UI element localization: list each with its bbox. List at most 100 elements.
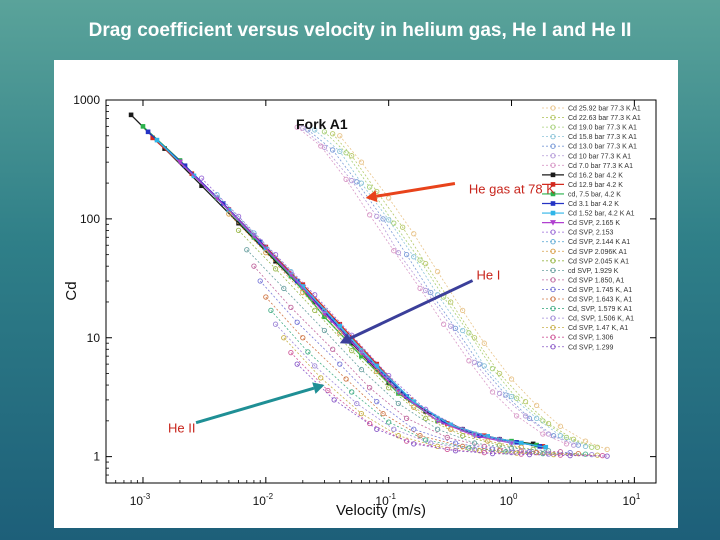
data-point [198,175,205,181]
data-point [489,450,496,457]
data-point [140,124,146,129]
series-line [246,249,549,452]
data-point [530,441,536,447]
data-point [273,258,278,264]
legend-label: Cd 13.0 bar 77.3 K A1 [568,144,637,151]
legend-item: Cd SVP, 1.745 K, A1 [542,286,632,294]
data-point [423,437,429,443]
axis-layer: 10-3 10-2 10-1 100 101 1 10 100 1000 [73,93,656,508]
legend-marker [550,324,556,331]
series-20 [263,294,582,457]
legend-label: Cd SVP, 2.144 K A1 [568,239,630,246]
data-point [594,452,601,458]
data-point [518,444,524,450]
series-13 [198,175,503,442]
series-0 [337,133,610,453]
data-point [312,307,318,314]
legend-marker [550,315,556,321]
data-point [417,433,423,439]
data-point [235,213,242,220]
legend-marker [550,114,556,121]
legend-label: Cd SVP, 1.745 K, A1 [568,287,632,294]
data-point [526,451,533,458]
data-point [417,285,423,292]
data-point [386,385,392,391]
data-point [533,402,540,408]
series-line [228,213,522,448]
legend-marker [550,153,556,159]
data-point [374,213,380,220]
data-point [522,413,529,419]
legend-marker [550,229,556,235]
series-line [296,126,567,445]
data-point [349,347,355,354]
legend-label: Cd SVP 2.096K A1 [568,249,627,256]
legend-item: Cd 12.9 bar 4.2 K [542,182,623,189]
data-point [312,363,318,369]
x-tick-label: 101 [622,492,640,508]
data-point [358,180,365,186]
legend-item: Cd, SVP, 1.506 K, A1 [542,315,634,323]
data-point [395,387,402,394]
data-point [434,426,441,432]
data-point [244,247,250,253]
data-point [441,419,446,425]
data-point [508,376,515,382]
data-point [294,361,300,367]
series-16 [235,227,536,453]
legend-label: Cd SVP, 1.47 K, A1 [568,325,628,332]
annotation-arrow-shaft [349,279,474,340]
series-line [142,125,537,446]
data-point [300,335,306,341]
data-point [423,415,429,421]
data-point [337,323,343,329]
data-point [496,436,503,442]
annotation-label: He II [168,421,195,436]
data-point [471,335,478,341]
legend-label: Cd 7.0 bar 77.3 K A1 [568,163,633,170]
data-point [496,370,503,377]
legend-marker [550,248,556,254]
data-point [300,284,306,289]
legend-marker [550,267,556,274]
data-point [526,415,533,421]
data-point [452,440,459,446]
data-point [318,143,324,149]
data-point [403,415,410,421]
series-5 [300,125,577,448]
data-point [312,292,318,298]
legend-label: Cd, SVP, 1.579 K A1 [568,306,632,313]
series-line [130,114,534,445]
series-14 [214,191,515,446]
y-tick-label: 10 [87,331,101,345]
x-tick-label: 100 [500,492,518,508]
legend-item: Cd 3.1 bar 4.2 K [542,201,619,208]
data-point [391,426,397,432]
data-point [533,450,540,456]
data-point [213,195,220,201]
data-point [343,176,349,183]
data-point [176,159,183,166]
data-point [349,389,355,395]
legend-marker [550,124,556,130]
data-point [594,444,601,450]
data-point [582,443,589,450]
data-point [481,363,487,369]
data-point [330,318,335,323]
data-point [513,395,520,401]
series-line [324,131,592,448]
annotation-he2: He II [168,382,325,436]
series-6 [294,124,570,447]
data-point [337,133,343,139]
data-point [268,307,274,314]
data-point [366,212,373,218]
data-point [330,346,336,352]
series-line [332,133,598,448]
data-point [444,434,450,441]
data-point [448,422,454,428]
data-point [257,278,263,284]
data-point [349,177,355,184]
annotation-he-gas: He gas at 78 K [365,182,555,203]
series-12 [176,159,515,447]
annotation-arrow-head [339,333,353,344]
